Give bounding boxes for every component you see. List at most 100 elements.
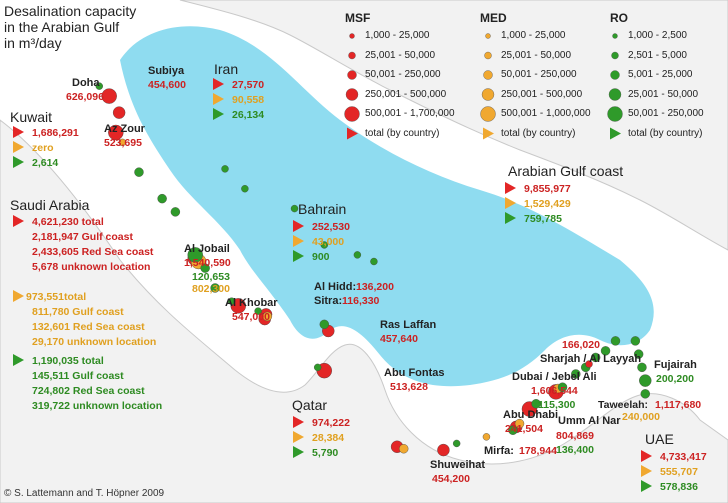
legend-med-label-3: 250,001 - 500,000: [501, 88, 583, 100]
legend-msf-total-label: total (by country): [365, 127, 440, 139]
legend-ro-total-label: total (by country): [628, 127, 703, 139]
plant-marker-med: [118, 138, 127, 147]
plant-marker-msf: [585, 360, 593, 368]
plant-marker-ro: [353, 251, 362, 259]
site-aljobail-med: 802,300: [192, 283, 230, 295]
site-aljobail: Al Jobail: [184, 243, 230, 255]
bahrain-msf: 252,530: [312, 221, 350, 233]
saudi-med-total: 973,551total: [26, 291, 87, 303]
legend-med-header: MED: [480, 11, 507, 25]
legend-ro-label-3: 25,001 - 50,000: [628, 88, 699, 100]
bahrain-ro: 900: [312, 251, 330, 263]
site-shuweihat: Shuweihat: [430, 459, 486, 471]
uae-med: 555,707: [660, 466, 698, 478]
saudi-ro-gulf: 145,511 Gulf coast: [32, 370, 124, 382]
qatar-med: 28,384: [312, 432, 345, 444]
kuwait-ro: 2,614: [32, 157, 59, 169]
legend-ro-label-1: 2,501 - 5,000: [628, 49, 687, 61]
plant-marker-ro: [200, 263, 210, 273]
site-umm-ro: 136,400: [556, 444, 594, 456]
saudi-msf-total: 4,621,230 total: [32, 216, 104, 228]
legend-msf-label-4: 500,001 - 1,700,000: [365, 108, 455, 119]
saudi-med-redsea: 132,601 Red Sea coast: [32, 321, 145, 333]
title-line2: in the Arabian Gulf: [4, 19, 120, 35]
qatar-msf: 974,222: [312, 417, 350, 429]
plant-marker-med: [399, 444, 409, 454]
site-alkhobar-msf: 547,000: [232, 311, 270, 323]
site-dubai: Dubai / Jebel Ali: [512, 371, 597, 383]
gulf-ro: 759,785: [524, 213, 562, 225]
plant-marker-ro: [319, 319, 329, 330]
site-abudhabi: Abu Dhabi: [503, 409, 558, 421]
plant-marker-msf: [112, 106, 126, 119]
legend-msf-label-1: 25,001 - 50,000: [365, 49, 436, 61]
plant-marker-ro: [134, 167, 144, 177]
site-alkhobar: Al Khobar: [225, 297, 278, 309]
plant-marker-ro: [452, 439, 461, 448]
plant-marker-ro: [600, 346, 611, 356]
site-aljobail-ro: 120,653: [192, 271, 230, 283]
site-azzour-msf: 523,695: [104, 137, 142, 149]
saudi-msf-unknown: 5,678 unknown location: [32, 261, 151, 273]
site-subiya-msf: 454,600: [148, 79, 186, 91]
site-mirfa-msf: 178,944: [519, 445, 557, 457]
legend-ro-label-0: 1,000 - 2,500: [628, 30, 687, 41]
site-doha: Doha: [72, 77, 100, 89]
plant-marker-ro: [639, 374, 652, 387]
qatar-ro: 5,790: [312, 447, 339, 459]
site-dubai-ro: 115,300: [538, 399, 576, 411]
site-fujairah: Fujairah: [654, 359, 697, 371]
bahrain-med: 43,000: [312, 236, 345, 248]
legend-msf-label-3: 250,001 - 500,000: [365, 88, 447, 100]
site-sitra: Sitra:: [314, 295, 343, 307]
country-saudi: Saudi Arabia: [10, 197, 90, 213]
legend-msf-label-0: 1,000 - 25,000: [365, 30, 430, 41]
site-taweelah-msf: 1,117,680: [655, 399, 702, 411]
site-abufontas: Abu Fontas: [384, 367, 445, 379]
legend-ro-label-4: 50,001 - 250,000: [628, 108, 704, 119]
site-mirfa: Mirfa:: [484, 445, 514, 457]
plant-marker-ro: [187, 247, 203, 263]
plant-marker-ro: [370, 257, 378, 266]
site-umm: Umm Al Nar: [558, 415, 621, 427]
iran-ro: 26,134: [232, 109, 265, 121]
saudi-med-gulf: 811,780 Gulf coast: [32, 306, 124, 318]
country-qatar: Qatar: [292, 397, 328, 413]
iran-land: [179, 0, 728, 251]
legend-ro-header: RO: [610, 11, 628, 25]
gulf-msf: 9,855,977: [524, 183, 571, 195]
title-line3: in m³/day: [4, 35, 62, 51]
site-umm-msf: 804,869: [556, 430, 594, 442]
plant-marker-ro: [95, 82, 103, 90]
site-abudhabi-msf: 241,504: [505, 423, 543, 435]
credit-text: © S. Lattemann and T. Höpner 2009: [4, 488, 165, 499]
legend-med-label-2: 50,001 - 250,000: [501, 69, 577, 80]
iran-msf: 27,570: [232, 79, 265, 91]
kuwait-med: zero: [32, 142, 54, 154]
iran-med: 90,558: [232, 94, 265, 106]
plant-marker-ro: [640, 389, 650, 399]
plant-marker-med: [262, 311, 273, 322]
site-taweelah-med: 240,000: [622, 411, 660, 423]
legend-med-label-0: 1,000 - 25,000: [501, 30, 566, 41]
uae-ro: 578,836: [660, 481, 698, 493]
plant-marker-ro: [313, 363, 322, 372]
saudi-med-unknown: 29,170 unknown location: [32, 336, 157, 348]
site-subiya: Subiya: [148, 65, 185, 77]
country-gulf: Arabian Gulf coast: [508, 163, 624, 179]
plant-marker-ro: [254, 307, 262, 315]
plant-marker-ro: [320, 241, 328, 249]
legend-med-total-label: total (by country): [501, 127, 576, 139]
site-raslaffan-msf: 457,640: [380, 333, 418, 345]
site-alhidd-msf: 136,200: [356, 281, 394, 293]
site-taweelah: Taweelah:: [598, 399, 648, 411]
plant-marker-ro: [637, 362, 647, 373]
saudi-ro-redsea: 724,802 Red Sea coast: [32, 385, 145, 397]
saudi-msf-gulf: 2,181,947 Gulf coast: [32, 231, 133, 243]
country-uae: UAE: [645, 431, 674, 447]
site-raslaffan: Ras Laffan: [380, 319, 437, 331]
plant-marker-ro: [508, 425, 518, 435]
site-sharjah: Sharjah / Al Layyah: [540, 353, 642, 365]
site-sitra-msf: 116,330: [342, 295, 380, 307]
